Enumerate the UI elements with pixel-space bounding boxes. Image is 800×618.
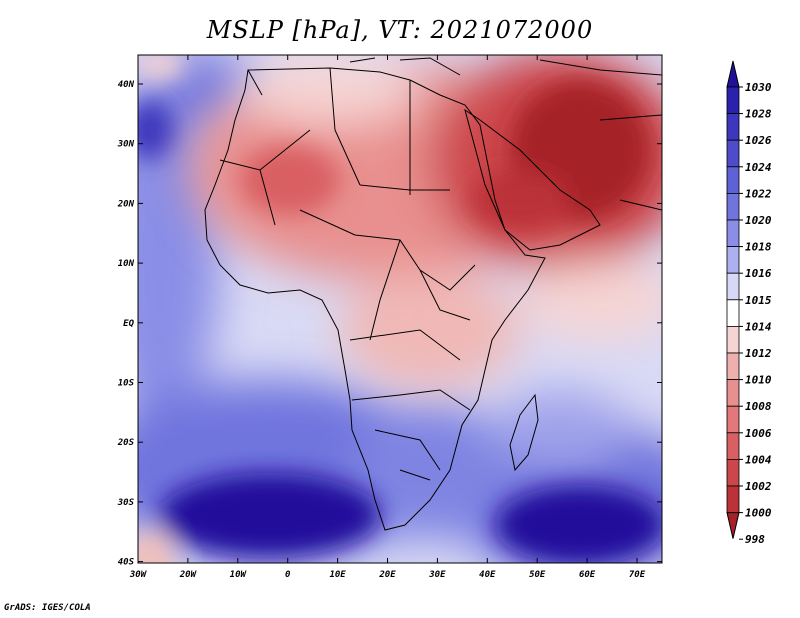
lat-label: 40N — [118, 80, 135, 90]
colorbar-label: 1000 — [745, 507, 772, 520]
colorbar-label: 1028 — [745, 108, 772, 121]
colorbar-label: 1026 — [745, 134, 772, 147]
colorbar-swatch — [726, 299, 740, 327]
lon-label: 30E — [428, 570, 446, 580]
pressure-field — [138, 55, 662, 563]
colorbar-label: 1002 — [745, 480, 772, 493]
lon-label: 20E — [378, 570, 396, 580]
lon-label: 10W — [230, 570, 248, 580]
country-borders — [219, 67, 476, 481]
lon-label: 70E — [629, 570, 646, 580]
colorbar-swatch — [726, 166, 740, 194]
colorbar-label: 1012 — [745, 347, 772, 360]
colorbar-swatch — [726, 432, 740, 460]
lon-label: 60E — [579, 570, 596, 580]
colorbar-label: 1006 — [745, 427, 772, 440]
colorbar-label: 1015 — [745, 294, 772, 307]
lat-label: 20S — [117, 438, 135, 448]
colorbar-swatch — [726, 113, 740, 141]
lat-label: 40S — [118, 558, 135, 568]
map-title: MSLP [hPa], VT: 2021072000 — [206, 16, 594, 44]
colorbar-label: 1004 — [745, 453, 772, 466]
africa-outline — [204, 67, 546, 531]
colorbar-label: 1014 — [745, 320, 772, 333]
colorbar-swatch — [726, 192, 740, 221]
asia-borders — [539, 59, 662, 211]
lat-label: 10N — [118, 259, 135, 269]
arabia-outline — [464, 108, 601, 251]
map-frame — [137, 54, 663, 564]
grads-credit: GrADS: IGES/COLA — [4, 603, 91, 613]
colorbar: 1030 1028 1026 1024 1022 1020 1018 1016 1015 1014… — [726, 60, 772, 546]
colorbar-swatch — [726, 86, 740, 115]
madagascar-outline — [509, 393, 539, 472]
colorbar-label: 1008 — [745, 400, 772, 413]
colorbar-label: 1022 — [745, 187, 772, 200]
colorbar-swatch — [726, 379, 740, 407]
colorbar-swatch — [726, 405, 740, 434]
colorbar-label: 1024 — [745, 161, 772, 174]
colorbar-label: 1016 — [745, 267, 772, 280]
lat-label: 10S — [118, 379, 135, 389]
lon-label: 30W — [129, 570, 148, 580]
lat-label: EQ — [123, 319, 134, 329]
colorbar-label: 1018 — [745, 241, 772, 254]
colorbar-swatch — [726, 325, 740, 354]
longitude-axis: 30W 20W 10W 0 10E 20E 30E 40E 50E 60E 70E — [129, 55, 646, 580]
lat-label: 30N — [117, 140, 135, 150]
colorbar-swatch — [726, 458, 740, 487]
colorbar-swatch — [726, 246, 740, 274]
lon-label: 0 — [285, 570, 291, 580]
coastlines — [204, 57, 662, 531]
mediterranean-coast — [349, 57, 461, 76]
lon-label: 40E — [479, 570, 496, 580]
colorbar-top-arrow — [726, 60, 740, 88]
colorbar-bottom-arrow — [726, 512, 740, 539]
lat-label: 20N — [117, 199, 135, 209]
lon-label: 20W — [179, 570, 198, 580]
colorbar-label: 1010 — [745, 374, 772, 387]
lon-label: 50E — [529, 570, 546, 580]
colorbar-swatch — [726, 485, 740, 514]
colorbar-label: 998 — [745, 533, 765, 546]
lon-label: 10E — [329, 570, 346, 580]
colorbar-swatch — [726, 219, 740, 248]
lat-label: 30S — [117, 498, 135, 508]
latitude-axis: 40N 30N 20N 10N EQ 10S 20S 30S 40S — [117, 80, 662, 568]
colorbar-swatch — [726, 352, 740, 381]
colorbar-swatch — [726, 272, 740, 301]
colorbar-label: 1030 — [745, 81, 772, 94]
colorbar-swatch — [726, 139, 740, 168]
colorbar-label: 1020 — [745, 214, 772, 227]
